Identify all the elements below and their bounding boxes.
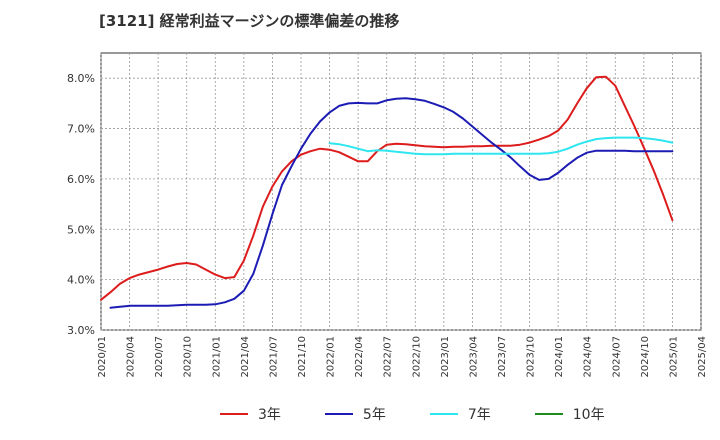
legend-item: 7年 bbox=[429, 404, 491, 424]
legend-item: 10年 bbox=[534, 404, 605, 424]
x-tick-label: 2025/04 bbox=[697, 336, 708, 378]
legend-swatch bbox=[220, 413, 248, 415]
y-axis: 3.0% 4.0% 5.0% 6.0% 7.0% 8.0% bbox=[67, 72, 95, 337]
x-axis: 2020/01 2020/04 2020/07 2020/10 2021/01 2021/… bbox=[97, 336, 708, 378]
legend-label: 3年 bbox=[258, 407, 281, 423]
x-tick-label: 2022/04 bbox=[354, 336, 365, 378]
x-tick-label: 2021/01 bbox=[211, 336, 222, 378]
x-tick-label: 2022/07 bbox=[383, 336, 394, 378]
y-tick-label: 8.0% bbox=[67, 72, 95, 85]
y-tick-label: 7.0% bbox=[67, 123, 95, 136]
legend: 3年 5年 7年 10年 bbox=[220, 404, 605, 424]
legend-label: 7年 bbox=[467, 407, 491, 423]
legend-swatch bbox=[429, 413, 458, 415]
x-tick-label: 2020/07 bbox=[154, 336, 165, 378]
legend-label: 10年 bbox=[572, 407, 605, 423]
x-tick-label: 2024/01 bbox=[554, 336, 565, 378]
x-tick-label: 2022/01 bbox=[326, 336, 337, 378]
grid-lines bbox=[100, 53, 702, 331]
series-line-1 bbox=[109, 97, 674, 309]
legend-item: 5年 bbox=[324, 404, 386, 424]
x-tick-label: 2023/04 bbox=[468, 336, 479, 378]
x-tick-label: 2024/07 bbox=[611, 336, 622, 378]
x-tick-label: 2025/01 bbox=[668, 336, 679, 378]
legend-swatch bbox=[324, 413, 353, 415]
x-tick-label: 2022/10 bbox=[411, 336, 422, 378]
series-line-0 bbox=[100, 75, 674, 301]
x-tick-label: 2020/01 bbox=[97, 336, 108, 378]
plot-background bbox=[100, 52, 702, 331]
x-tick-label: 2023/10 bbox=[526, 336, 537, 378]
legend-swatch bbox=[534, 413, 563, 415]
y-tick-label: 4.0% bbox=[67, 274, 95, 287]
x-tick-label: 2021/04 bbox=[240, 336, 251, 378]
x-tick-label: 2024/10 bbox=[640, 336, 651, 378]
y-tick-label: 3.0% bbox=[67, 324, 95, 337]
legend-label: 5年 bbox=[362, 407, 386, 423]
x-tick-label: 2021/07 bbox=[268, 336, 279, 378]
x-tick-label: 2024/04 bbox=[583, 336, 594, 378]
legend-item: 3年 bbox=[220, 404, 281, 424]
chart-title: [3121] 経常利益マージンの標準偏差の推移 bbox=[99, 12, 400, 30]
series-line-2 bbox=[328, 136, 674, 156]
y-tick-label: 5.0% bbox=[67, 223, 95, 236]
y-tick-label: 6.0% bbox=[67, 173, 95, 186]
series-lines bbox=[100, 75, 674, 309]
x-tick-label: 2020/10 bbox=[183, 336, 194, 378]
x-tick-label: 2020/04 bbox=[126, 336, 137, 378]
x-tick-label: 2023/07 bbox=[497, 336, 508, 378]
x-tick-label: 2021/10 bbox=[297, 336, 308, 378]
x-tick-label: 2023/01 bbox=[440, 336, 451, 378]
